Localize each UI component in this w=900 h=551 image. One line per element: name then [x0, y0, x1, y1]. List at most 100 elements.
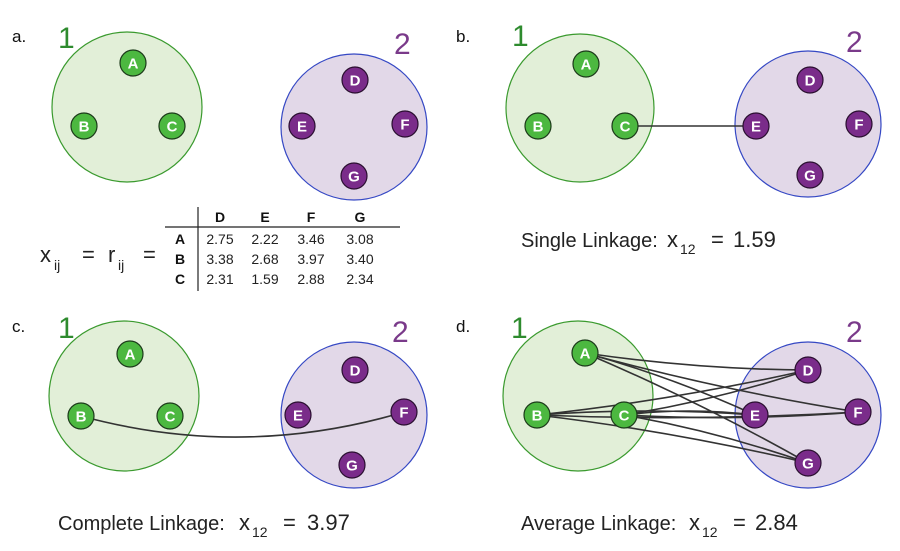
svg-text:=: =: [143, 242, 156, 267]
svg-text:x: x: [40, 242, 51, 267]
svg-text:=: =: [711, 227, 724, 252]
svg-text:D: D: [350, 73, 361, 90]
panel-b-caption: Single Linkage: x 12 = 1.59: [521, 227, 776, 257]
panel-c-cluster-1: [48, 320, 200, 472]
svg-text:Single Linkage:: Single Linkage:: [521, 230, 658, 252]
table-cell: 3.40: [346, 251, 373, 267]
svg-text:E: E: [293, 408, 303, 425]
distance-table: D E F G A 2.75 2.22 3.46 3.08 B 3.38 2.68 3.97 3.40 C…: [165, 207, 400, 291]
svg-text:C: C: [167, 119, 178, 136]
svg-text:B: B: [532, 408, 543, 425]
panel-a-node-F: F: [391, 110, 419, 138]
svg-text:G: G: [348, 169, 360, 186]
svg-text:C: C: [165, 409, 176, 426]
table-cell: 3.08: [346, 231, 373, 247]
panel-c-node-D: D: [341, 356, 369, 384]
table-row-header: A: [175, 231, 185, 247]
svg-text:A: A: [581, 57, 592, 74]
panel-b: b. 1 2 A B C D E F G Single Linkage: x 1…: [456, 20, 882, 257]
panel-b-node-G: G: [796, 161, 824, 189]
svg-text:Average Linkage:: Average Linkage:: [521, 513, 676, 535]
svg-text:2.84: 2.84: [755, 510, 798, 535]
svg-text:r: r: [108, 242, 115, 267]
svg-text:E: E: [751, 119, 761, 136]
table-cell: 3.38: [206, 251, 233, 267]
svg-text:G: G: [346, 458, 358, 475]
svg-text:F: F: [399, 405, 408, 422]
svg-text:C: C: [619, 408, 630, 425]
panel-d-node-A: A: [571, 339, 599, 367]
panel-a-node-B: B: [70, 112, 98, 140]
panel-a-node-G: G: [340, 162, 368, 190]
svg-text:12: 12: [680, 241, 696, 257]
table-cell: 2.31: [206, 271, 233, 287]
panel-d-cluster-1-label: 1: [511, 312, 528, 345]
panel-d-node-C: C: [610, 401, 638, 429]
panel-a-node-D: D: [341, 66, 369, 94]
edge-B-F: [80, 411, 405, 438]
table-col-header: E: [260, 209, 269, 225]
table-cell: 3.46: [297, 231, 324, 247]
svg-text:G: G: [804, 168, 816, 185]
svg-text:F: F: [853, 405, 862, 422]
panel-b-node-A: A: [572, 50, 600, 78]
table-row-header: B: [175, 251, 185, 267]
table-cell: 2.22: [251, 231, 278, 247]
panel-d-caption: Average Linkage: x 12 = 2.84: [521, 510, 798, 540]
edge-A-F: [584, 352, 859, 413]
svg-text:E: E: [297, 119, 307, 136]
table-col-header: G: [355, 209, 366, 225]
edge-B-G: [536, 414, 809, 464]
panel-a-node-C: C: [158, 112, 186, 140]
panel-b-node-E: E: [742, 112, 770, 140]
svg-text:1.59: 1.59: [733, 227, 776, 252]
svg-text:B: B: [79, 119, 90, 136]
panel-a-cluster-2-label: 2: [394, 28, 411, 61]
svg-text:A: A: [125, 347, 136, 364]
panel-a: a. 1 2 A B C D E F G x ij = r ij = D E F G …: [12, 22, 428, 291]
panel-d-cluster-1: [502, 320, 654, 472]
panel-b-node-D: D: [796, 66, 824, 94]
edge-C-G: [623, 414, 809, 464]
svg-text:3.97: 3.97: [307, 510, 350, 535]
table-cell: 2.68: [251, 251, 278, 267]
edge-C-E: [623, 410, 756, 416]
panel-d-node-B: B: [523, 401, 551, 429]
svg-text:B: B: [533, 119, 544, 136]
panel-a-node-A: A: [119, 49, 147, 77]
panel-d-label: d.: [456, 317, 470, 336]
edge-B-D: [536, 369, 809, 416]
svg-text:F: F: [854, 117, 863, 134]
svg-text:D: D: [803, 363, 814, 380]
svg-text:A: A: [128, 56, 139, 73]
panel-a-cluster-1-label: 1: [58, 22, 75, 55]
panel-c-node-A: A: [116, 340, 144, 368]
svg-text:A: A: [580, 346, 591, 363]
svg-text:C: C: [620, 119, 631, 136]
panel-b-label: b.: [456, 27, 470, 46]
panel-c-edges: [80, 411, 405, 438]
panel-b-cluster-2: [734, 50, 882, 198]
panel-c-node-G: G: [338, 451, 366, 479]
distance-formula: x ij = r ij =: [40, 242, 156, 273]
table-col-header: F: [307, 209, 316, 225]
panel-a-cluster-1: [51, 31, 203, 183]
svg-text:x: x: [667, 227, 678, 252]
panel-a-cluster-2: [280, 53, 428, 201]
edge-A-G: [584, 352, 809, 464]
svg-text:ij: ij: [118, 257, 124, 273]
svg-text:ij: ij: [54, 257, 60, 273]
panel-c-node-F: F: [390, 398, 418, 426]
panel-c-label: c.: [12, 317, 25, 336]
panel-d: d. 1 2 A B C D E F G Average Linkage: x …: [456, 312, 882, 540]
panel-d-edges: [536, 352, 859, 464]
svg-text:E: E: [750, 408, 760, 425]
panel-b-node-B: B: [524, 112, 552, 140]
table-col-header: D: [215, 209, 225, 225]
panel-c-node-C: C: [156, 402, 184, 430]
table-cell: 2.88: [297, 271, 324, 287]
table-cell: 1.59: [251, 271, 278, 287]
panel-b-node-F: F: [845, 110, 873, 138]
svg-text:D: D: [350, 363, 361, 380]
svg-text:=: =: [733, 510, 746, 535]
